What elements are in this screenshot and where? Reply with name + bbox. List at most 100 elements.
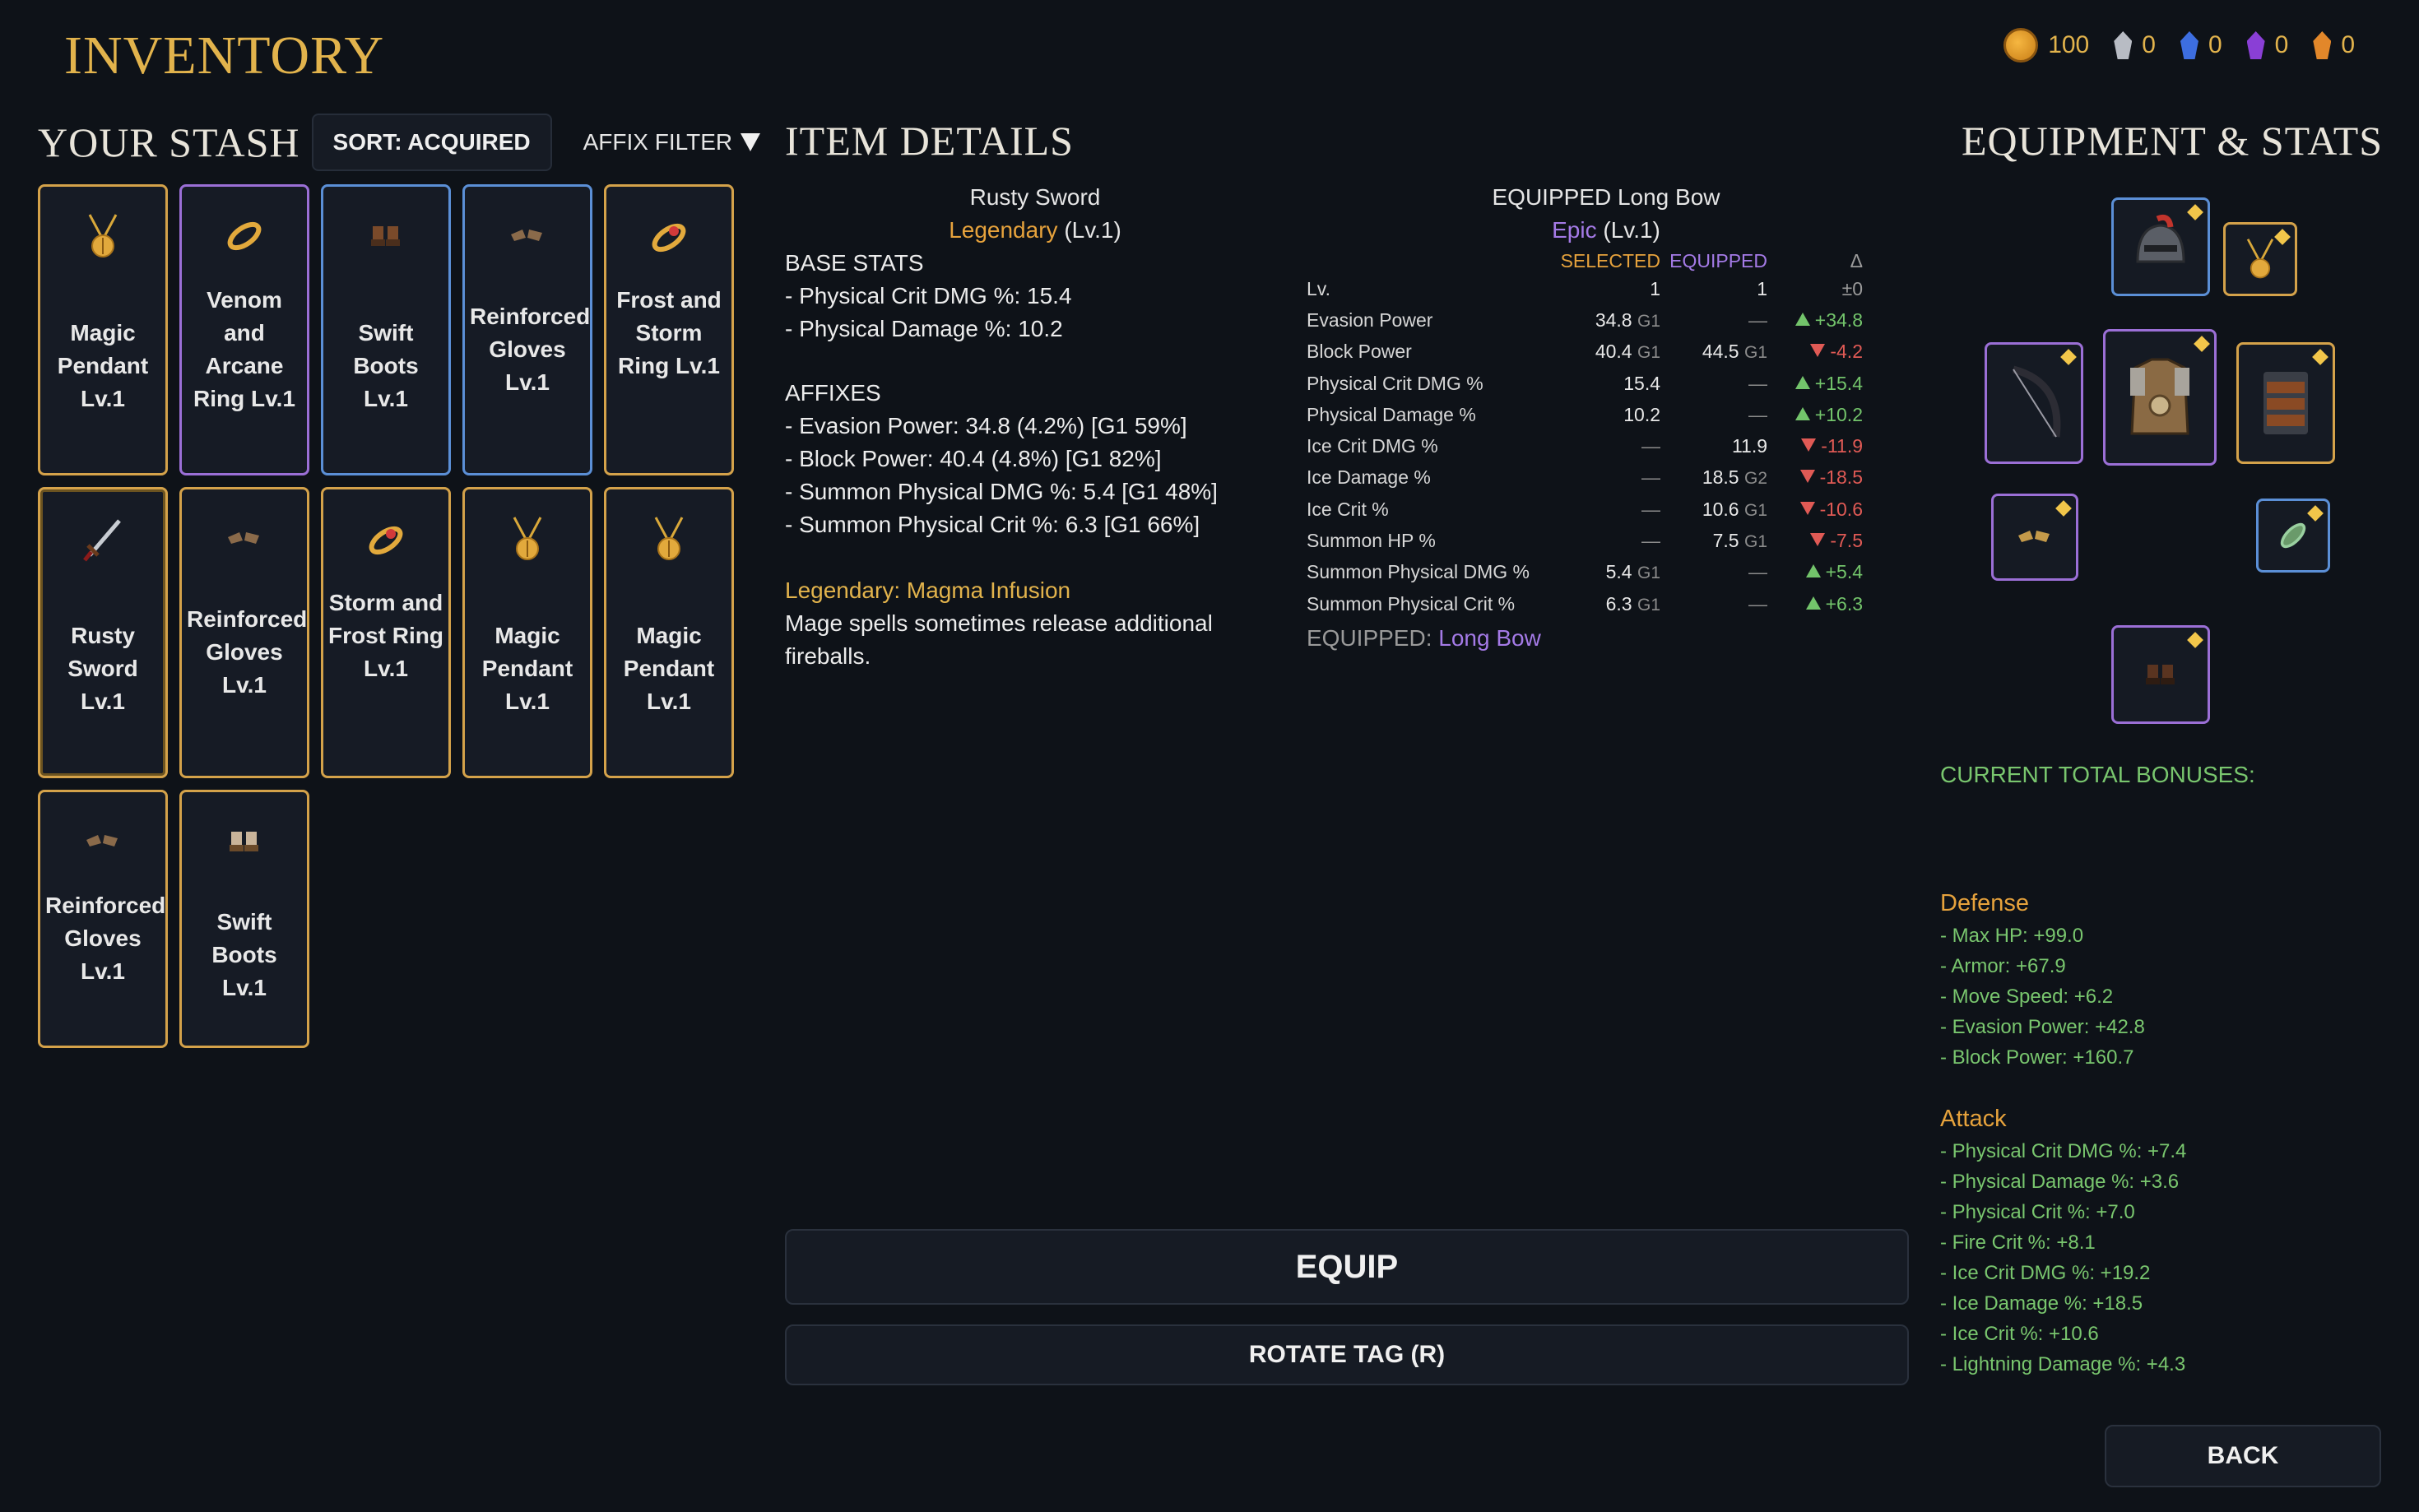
silver-gem-icon (2114, 31, 2133, 59)
stat-name: Evasion Power (1307, 308, 1433, 331)
comparison-row: Ice Crit DMG % — 11.9 -11.9 (1307, 430, 1863, 461)
stash-item-name: Swift Boots Lv.1 (211, 909, 277, 1000)
stash-item-name: Venom and Arcane Ring Lv.1 (193, 287, 295, 411)
stash-item-name: Frost and Storm Ring Lv.1 (616, 287, 722, 378)
equip-slot-gloves[interactable] (1991, 494, 2078, 581)
col-selected: SELECTED (1560, 249, 1660, 271)
comparison-header: SELECTED EQUIPPED Δ (1307, 248, 1863, 273)
equipped-value: — (1748, 561, 1767, 583)
comparison-row: Summon Physical Crit % 6.3 G1 — +6.3 (1307, 588, 1863, 619)
bonus-line: - Block Power: +160.7 (1940, 1046, 2134, 1069)
stat-name: Summon Physical DMG % (1307, 561, 1530, 583)
ring-icon (227, 221, 262, 251)
stat-name: Lv. (1307, 277, 1330, 299)
currency-orange: 0 (2313, 31, 2355, 59)
orange-gem-icon (2313, 31, 2332, 59)
equip-slot-belt[interactable] (2236, 342, 2335, 464)
equip-slot-chest[interactable] (2103, 329, 2217, 466)
equipped-value: 10.6 G1 (1702, 498, 1767, 520)
chest-armor-icon (2130, 358, 2189, 435)
stash-item-name: Swift Boots Lv.1 (353, 320, 419, 411)
affix-filter-dropdown[interactable]: AFFIX FILTER (583, 129, 761, 155)
stash-item[interactable]: Reinforced Gloves Lv.1 (179, 487, 309, 778)
arrow-down-icon (1799, 501, 1815, 515)
stash-item[interactable]: Magic Pendant Lv.1 (38, 184, 168, 475)
equip-slot-boots[interactable] (2111, 625, 2210, 724)
equipped-rarity-line: Epic (Lv.1) (1358, 214, 1855, 247)
currency-value: 100 (2048, 31, 2090, 58)
belt-icon (2263, 372, 2308, 434)
stash-item-selected[interactable]: Rusty Sword Lv.1 (38, 487, 168, 778)
stash-header: YOUR STASH SORT: ACQUIRED AFFIX FILTER (38, 114, 761, 171)
stash-item[interactable]: Venom and Arcane Ring Lv.1 (179, 184, 309, 475)
ruby-ring-icon (369, 526, 403, 555)
comparison-row: Summon HP % — 7.5 G1 -7.5 (1307, 525, 1863, 556)
pendant-icon (2246, 239, 2274, 279)
currency-value: 0 (2142, 31, 2156, 58)
bonus-line: - Ice Damage %: +18.5 (1940, 1292, 2143, 1315)
equip-slot-amulet[interactable] (2223, 222, 2297, 296)
level-label: (Lv.1) (1064, 217, 1121, 243)
bonus-line: - Ice Crit DMG %: +19.2 (1940, 1262, 2151, 1284)
stash-item[interactable]: Reinforced Gloves Lv.1 (462, 184, 592, 475)
boots-icon (371, 226, 400, 246)
selected-value: 10.2 (1623, 403, 1660, 425)
equip-slot-weapon[interactable] (1985, 342, 2083, 464)
stat-name: Summon HP % (1307, 530, 1436, 552)
stash-item[interactable]: Storm and Frost Ring Lv.1 (321, 487, 451, 778)
comparison-row: Ice Damage % — 18.5 G2 -18.5 (1307, 462, 1863, 494)
selected-value: 6.3 G1 (1605, 592, 1660, 615)
arrow-down-icon (1801, 438, 1817, 452)
bonus-line: - Physical Damage %: +3.6 (1940, 1171, 2180, 1193)
equipped-value: 1 (1757, 277, 1767, 299)
stat-name: Ice Crit DMG % (1307, 435, 1438, 457)
stash-item[interactable]: Magic Pendant Lv.1 (604, 487, 734, 778)
stash-item-name: Magic Pendant Lv.1 (57, 320, 149, 411)
gloves-icon (511, 230, 542, 241)
sort-button[interactable]: SORT: ACQUIRED (311, 114, 552, 171)
dropdown-arrow-icon (741, 133, 761, 151)
gloves-icon (228, 532, 259, 544)
stash-item[interactable]: Reinforced Gloves Lv.1 (38, 790, 168, 1048)
arrow-down-icon (1799, 470, 1815, 484)
equipped-item-title: EQUIPPED Long Bow (1492, 184, 1720, 210)
currency-blue: 0 (2180, 31, 2222, 59)
equipped-item-link: Long Bow (1438, 625, 1541, 651)
equipped-value: — (1748, 403, 1767, 425)
stash-item[interactable]: Swift Boots Lv.1 (321, 184, 451, 475)
comparison-row: Evasion Power 34.8 G1 — +34.8 (1307, 304, 1863, 336)
stash-title: YOUR STASH (38, 119, 300, 165)
bonus-line: - Physical Crit DMG %: +7.4 (1940, 1140, 2187, 1162)
stash-item-name: Reinforced Gloves Lv.1 (470, 304, 591, 395)
col-delta: Δ (1850, 249, 1863, 271)
bonus-line: - Physical Crit %: +7.0 (1940, 1201, 2135, 1223)
equip-slot-helmet[interactable] (2111, 197, 2210, 296)
base-stats-header: BASE STATS (785, 250, 924, 276)
delta-value: -4.2 (1767, 341, 1863, 363)
selected-item-header: Rusty Sword Legendary (Lv.1) (785, 181, 1285, 247)
bonus-line: - Max HP: +99.0 (1940, 925, 2084, 947)
equipped-value: 11.9 (1731, 435, 1767, 457)
currency-silver: 0 (2114, 31, 2156, 59)
affix-line: - Block Power: 40.4 (4.8%) [G1 82%] (785, 446, 1162, 471)
arrow-up-icon (1795, 312, 1810, 326)
stash-item[interactable]: Swift Boots Lv.1 (179, 790, 309, 1048)
stash-item[interactable]: Frost and Storm Ring Lv.1 (604, 184, 734, 475)
affixes-header: AFFIXES (785, 380, 881, 406)
equipped-value: — (1748, 372, 1767, 394)
equip-slot-ring[interactable] (2256, 499, 2330, 573)
back-button[interactable]: BACK (2105, 1425, 2381, 1487)
selected-value: — (1641, 466, 1660, 489)
boots-icon (230, 832, 258, 851)
equip-button[interactable]: EQUIP (785, 1229, 1909, 1305)
rotate-tag-button[interactable]: ROTATE TAG (R) (785, 1324, 1909, 1385)
stash-item[interactable]: Magic Pendant Lv.1 (462, 487, 592, 778)
legendary-power-desc: fireballs. (785, 643, 871, 669)
stat-name: Ice Crit % (1307, 498, 1389, 520)
comparison-row: Physical Crit DMG % 15.4 — +15.4 (1307, 368, 1863, 399)
selected-value: 1 (1650, 277, 1660, 299)
selected-value: 40.4 G1 (1595, 341, 1660, 363)
delta-value: +10.2 (1767, 404, 1863, 426)
comparison-row: Lv. 1 1 ±0 (1307, 273, 1863, 304)
pendant-icon (513, 517, 542, 560)
